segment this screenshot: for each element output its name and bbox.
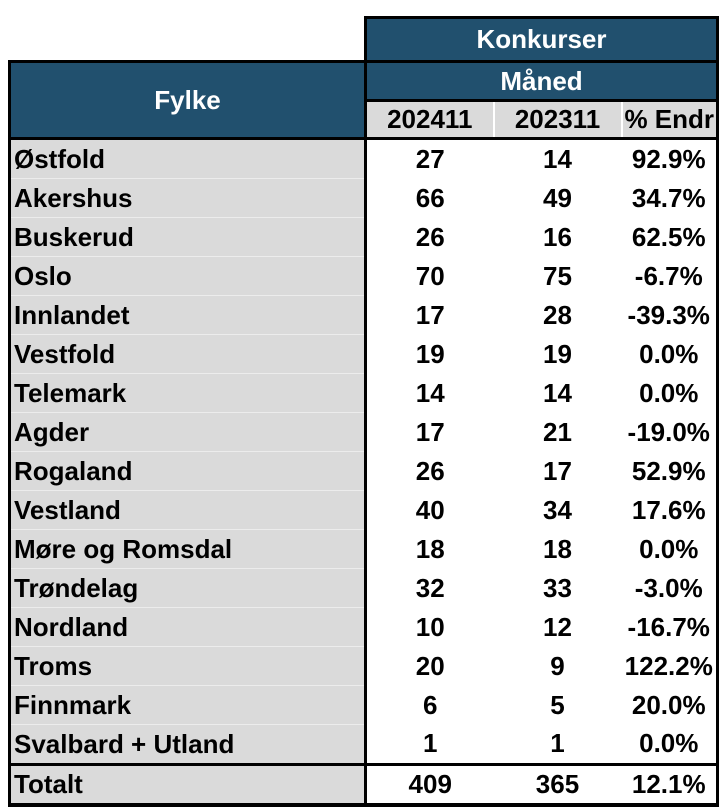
- table-row: Østfold 27 14 92.9%: [8, 138, 719, 179]
- value-202411-cell: 27: [365, 138, 494, 179]
- fylke-cell: Rogaland: [8, 451, 367, 491]
- pct-endr-cell: 17.6%: [621, 490, 719, 530]
- column-header-202311: 202311: [492, 99, 622, 140]
- value-202411-cell: 14: [365, 373, 494, 413]
- pct-endr-cell: -39.3%: [621, 295, 719, 335]
- total-202311-cell: 365: [493, 763, 622, 807]
- total-pct-endr-cell: 12.1%: [621, 763, 719, 807]
- row-header-fylke: Fylke: [8, 60, 367, 140]
- table-row: Agder 17 21 -19.0%: [8, 412, 719, 452]
- fylke-cell: Møre og Romsdal: [8, 529, 367, 569]
- value-202411-cell: 40: [365, 490, 494, 530]
- table-row: Rogaland 26 17 52.9%: [8, 451, 719, 491]
- pct-endr-cell: 0.0%: [621, 529, 719, 569]
- pct-endr-cell: 62.5%: [621, 217, 719, 257]
- value-202411-cell: 26: [365, 451, 494, 491]
- value-202311-cell: 19: [493, 334, 622, 374]
- fylke-cell: Telemark: [8, 373, 367, 413]
- value-202311-cell: 1: [493, 724, 622, 765]
- value-202311-cell: 18: [493, 529, 622, 569]
- fylke-cell: Oslo: [8, 256, 367, 296]
- value-202411-cell: 6: [365, 685, 494, 725]
- table-row: Vestland 40 34 17.6%: [8, 490, 719, 530]
- pct-endr-cell: 0.0%: [621, 334, 719, 374]
- table-row: Troms 20 9 122.2%: [8, 646, 719, 686]
- value-202311-cell: 9: [493, 646, 622, 686]
- value-202411-cell: 1: [365, 724, 494, 765]
- value-202311-cell: 34: [493, 490, 622, 530]
- fylke-cell: Buskerud: [8, 217, 367, 257]
- pct-endr-cell: 122.2%: [621, 646, 719, 686]
- column-header-pct-endr: % Endr: [620, 99, 719, 140]
- table-row: Buskerud 26 16 62.5%: [8, 217, 719, 257]
- group-header-maned: Måned: [364, 60, 719, 102]
- total-row: Totalt 409 365 12.1%: [8, 763, 719, 807]
- pct-endr-cell: 20.0%: [621, 685, 719, 725]
- table-row: Akershus 66 49 34.7%: [8, 178, 719, 218]
- value-202411-cell: 32: [365, 568, 494, 608]
- total-label-cell: Totalt: [8, 763, 367, 807]
- value-202311-cell: 16: [493, 217, 622, 257]
- fylke-cell: Trøndelag: [8, 568, 367, 608]
- pct-endr-cell: -16.7%: [621, 607, 719, 647]
- value-202311-cell: 14: [493, 373, 622, 413]
- table-title: Konkurser: [364, 16, 719, 63]
- fylke-cell: Innlandet: [8, 295, 367, 335]
- column-header-row: 202411 202311 % Endr: [10, 99, 719, 140]
- fylke-cell: Troms: [8, 646, 367, 686]
- total-202411-cell: 409: [365, 763, 494, 807]
- fylke-cell: Svalbard + Utland: [8, 724, 367, 765]
- pct-endr-cell: 92.9%: [621, 138, 719, 179]
- value-202311-cell: 12: [493, 607, 622, 647]
- column-header-202411: 202411: [365, 99, 494, 140]
- pct-endr-cell: 34.7%: [621, 178, 719, 218]
- fylke-cell: Agder: [8, 412, 367, 452]
- table-row: Innlandet 17 28 -39.3%: [8, 295, 719, 335]
- value-202311-cell: 14: [493, 138, 622, 179]
- value-202411-cell: 10: [365, 607, 494, 647]
- value-202411-cell: 26: [365, 217, 494, 257]
- value-202311-cell: 21: [493, 412, 622, 452]
- value-202311-cell: 5: [493, 685, 622, 725]
- value-202311-cell: 75: [493, 256, 622, 296]
- pct-endr-cell: 0.0%: [621, 373, 719, 413]
- value-202411-cell: 17: [365, 295, 494, 335]
- table-row: Vestfold 19 19 0.0%: [8, 334, 719, 374]
- fylke-cell: Østfold: [8, 138, 367, 179]
- title-row: Konkurser: [10, 16, 719, 63]
- value-202411-cell: 17: [365, 412, 494, 452]
- value-202311-cell: 17: [493, 451, 622, 491]
- fylke-cell: Nordland: [8, 607, 367, 647]
- table-row: Telemark 14 14 0.0%: [8, 373, 719, 413]
- table-row: Nordland 10 12 -16.7%: [8, 607, 719, 647]
- value-202411-cell: 19: [365, 334, 494, 374]
- empty-corner: [10, 18, 366, 62]
- value-202311-cell: 49: [493, 178, 622, 218]
- pct-endr-cell: -3.0%: [621, 568, 719, 608]
- fylke-cell: Finnmark: [8, 685, 367, 725]
- pct-endr-cell: -19.0%: [621, 412, 719, 452]
- pct-endr-cell: 0.0%: [621, 724, 719, 765]
- table-row: Oslo 70 75 -6.7%: [8, 256, 719, 296]
- konkurser-table: Konkurser Fylke Måned 202411 202311 % En…: [8, 16, 719, 807]
- value-202411-cell: 20: [365, 646, 494, 686]
- fylke-cell: Akershus: [8, 178, 367, 218]
- value-202411-cell: 66: [365, 178, 494, 218]
- value-202311-cell: 28: [493, 295, 622, 335]
- value-202311-cell: 33: [493, 568, 622, 608]
- table-row: Trøndelag 32 33 -3.0%: [8, 568, 719, 608]
- value-202411-cell: 70: [365, 256, 494, 296]
- fylke-cell: Vestfold: [8, 334, 367, 374]
- value-202411-cell: 18: [365, 529, 494, 569]
- pct-endr-cell: 52.9%: [621, 451, 719, 491]
- fylke-cell: Vestland: [8, 490, 367, 530]
- table-row: Svalbard + Utland 1 1 0.0%: [8, 724, 719, 765]
- table-row: Møre og Romsdal 18 18 0.0%: [8, 529, 719, 569]
- pct-endr-cell: -6.7%: [621, 256, 719, 296]
- table-row: Finnmark 6 5 20.0%: [8, 685, 719, 725]
- group-header-row: Fylke Måned: [8, 60, 719, 140]
